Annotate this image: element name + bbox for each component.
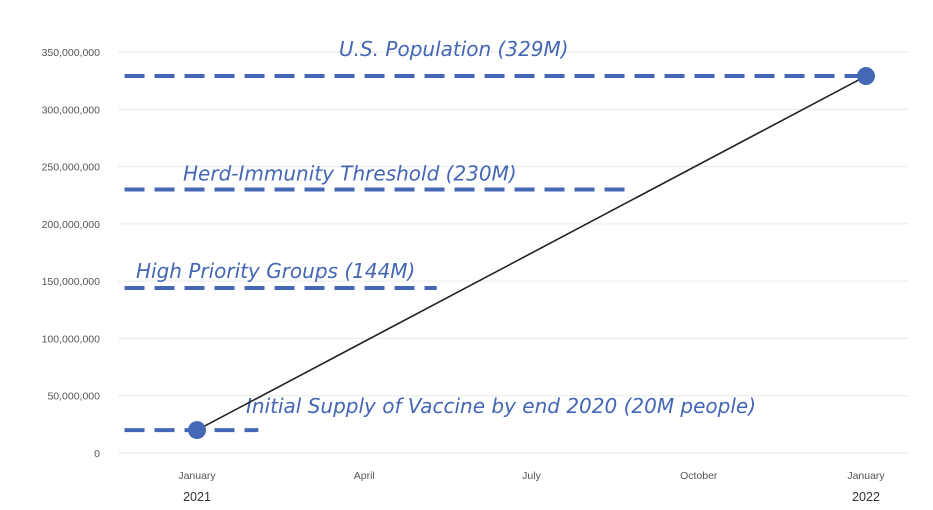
x-tick-label: July <box>522 470 541 482</box>
y-tick-label: 50,000,000 <box>47 391 100 403</box>
x-tick-year-label: 2021 <box>183 490 211 504</box>
y-tick-label: 200,000,000 <box>42 219 101 231</box>
data-point <box>188 421 206 440</box>
x-tick-label: April <box>354 470 375 482</box>
y-tick-label: 300,000,000 <box>42 104 101 116</box>
y-tick-label: 250,000,000 <box>42 162 101 174</box>
data-point <box>857 67 875 86</box>
y-tick-label: 150,000,000 <box>42 276 101 288</box>
series-line <box>196 75 867 431</box>
y-tick-label: 350,000,000 <box>42 47 101 59</box>
annotation-label: Initial Supply of Vaccine by end 2020 (2… <box>246 394 756 418</box>
y-tick-label: 100,000,000 <box>42 333 101 345</box>
annotation-label: Herd-Immunity Threshold (230M) <box>183 161 517 185</box>
x-tick-label: January <box>178 470 216 482</box>
y-tick-label: 0 <box>94 448 100 460</box>
annotation-label: High Priority Groups (144M) <box>136 259 415 283</box>
x-tick-label: October <box>680 470 718 482</box>
annotation-label: U.S. Population (329M) <box>339 37 569 61</box>
x-tick-label: January <box>847 470 885 482</box>
x-tick-year-label: 2022 <box>852 490 880 504</box>
